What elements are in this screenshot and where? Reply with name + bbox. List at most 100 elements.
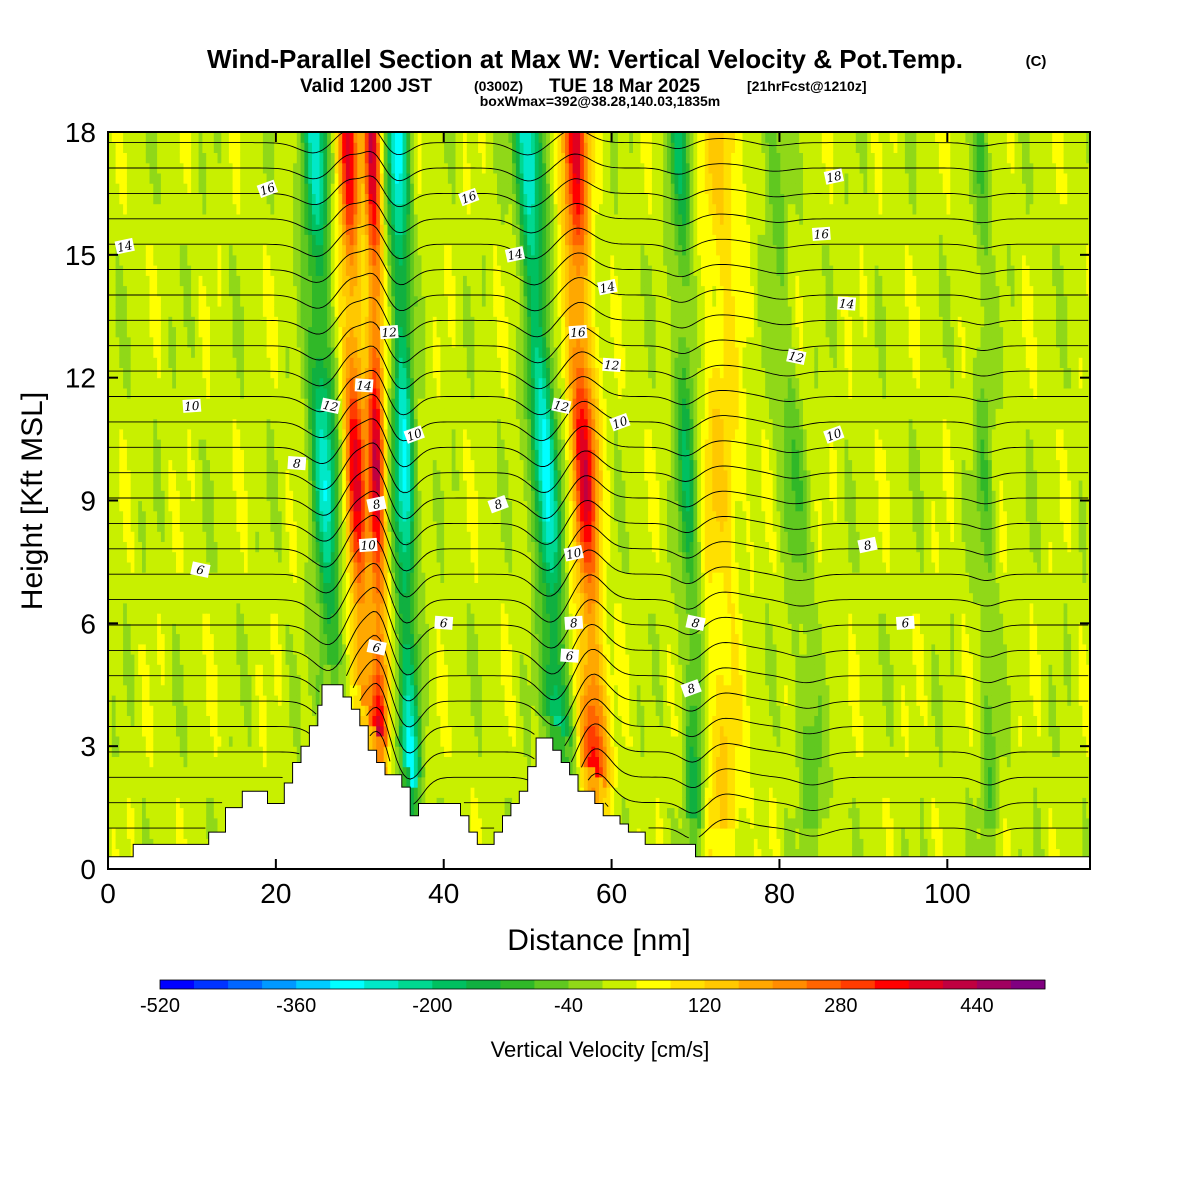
w-cell [138, 510, 143, 522]
w-cell [281, 295, 287, 307]
w-cell [240, 715, 245, 727]
w-cell [126, 500, 132, 512]
w-cell [126, 766, 132, 778]
w-cell [130, 203, 136, 215]
w-cell [278, 285, 283, 297]
w-cell [368, 684, 373, 696]
w-cell [202, 684, 207, 696]
w-cell [142, 817, 147, 829]
w-cell [262, 469, 268, 481]
w-cell [255, 715, 260, 727]
w-cell [108, 439, 113, 450]
w-cell [134, 306, 139, 317]
w-cell [300, 541, 305, 553]
w-cell [130, 705, 136, 716]
w-cell [327, 654, 332, 665]
w-cell [357, 357, 362, 368]
w-cell [334, 490, 339, 502]
w-cell [289, 705, 294, 716]
w-cell [206, 428, 211, 440]
w-cell [160, 285, 166, 297]
w-cell [111, 172, 117, 184]
w-cell [349, 326, 355, 338]
w-cell [157, 183, 162, 194]
w-cell [236, 213, 241, 225]
w-cell [225, 756, 230, 768]
w-cell [179, 551, 185, 563]
w-cell [164, 828, 170, 839]
w-cell [228, 295, 234, 307]
w-cell [221, 500, 226, 512]
w-cell [270, 224, 275, 235]
w-cell [289, 756, 294, 768]
w-cell [228, 623, 234, 635]
w-cell [217, 367, 222, 379]
w-cell [138, 357, 143, 368]
w-cell [338, 623, 343, 635]
w-cell [327, 234, 332, 246]
w-cell [353, 572, 358, 583]
w-cell [179, 132, 185, 143]
w-cell [323, 643, 328, 655]
w-cell [115, 336, 120, 348]
w-cell [142, 674, 147, 686]
w-cell [160, 500, 166, 512]
w-cell [319, 541, 324, 553]
w-cell [111, 254, 117, 266]
w-cell [213, 623, 219, 635]
w-cell [274, 336, 279, 348]
w-cell [293, 172, 298, 184]
w-cell [232, 469, 237, 481]
w-cell [153, 234, 158, 246]
w-cell [236, 510, 241, 522]
w-cell [191, 715, 196, 727]
w-cell [244, 551, 249, 563]
w-cell [191, 490, 196, 502]
w-cell [304, 213, 309, 225]
w-cell [236, 418, 241, 430]
w-cell [134, 193, 139, 205]
w-cell [119, 387, 124, 399]
w-cell [160, 449, 166, 461]
w-cell [289, 746, 294, 757]
w-cell [145, 459, 151, 471]
w-cell [145, 377, 151, 389]
w-cell [213, 377, 219, 389]
w-cell [278, 295, 283, 307]
w-cell [111, 787, 117, 798]
w-cell [304, 347, 309, 358]
w-cell [157, 377, 162, 389]
w-cell [323, 132, 328, 143]
w-cell [300, 244, 305, 256]
w-cell [266, 592, 271, 604]
w-cell [228, 705, 234, 716]
w-cell [300, 623, 305, 635]
w-cell [232, 654, 237, 665]
w-cell [202, 336, 207, 348]
w-cell [210, 551, 215, 563]
w-cell [353, 521, 358, 532]
w-cell [221, 613, 226, 624]
w-cell [312, 490, 317, 502]
w-cell [126, 807, 132, 819]
w-cell [304, 572, 309, 583]
w-cell [308, 643, 313, 655]
w-cell [198, 244, 203, 256]
w-cell [281, 664, 287, 676]
w-cell [130, 807, 136, 819]
w-cell [126, 551, 132, 563]
w-cell [293, 500, 298, 512]
w-cell [289, 735, 294, 747]
w-cell [119, 695, 124, 706]
w-cell [123, 295, 128, 307]
w-cell [319, 582, 324, 594]
w-cell [134, 735, 139, 747]
w-cell [236, 459, 241, 471]
w-cell [334, 551, 339, 563]
w-cell [255, 480, 260, 491]
w-cell [319, 459, 324, 471]
w-cell [296, 664, 302, 676]
w-cell [308, 357, 313, 368]
w-cell [187, 592, 192, 604]
w-cell [334, 643, 339, 655]
